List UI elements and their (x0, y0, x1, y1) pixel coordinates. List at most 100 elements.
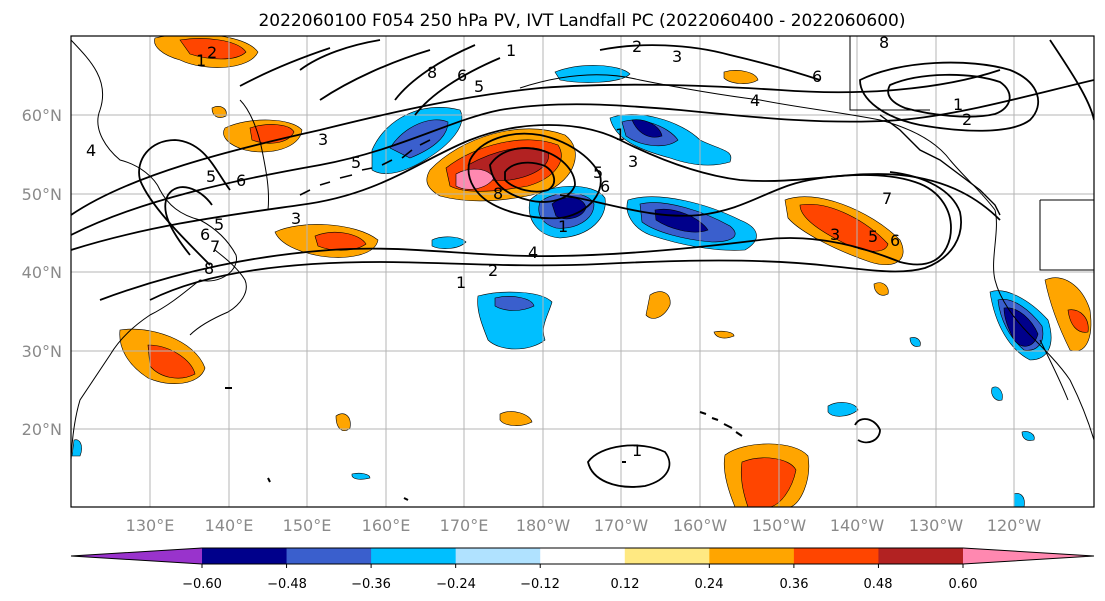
map-frame (70, 35, 1095, 508)
negative-anomaly-core (389, 119, 449, 159)
colorbar-tick-label: −0.24 (436, 577, 476, 592)
positive-anomaly-core (740, 457, 797, 507)
pv-contour-labels: 1 2 2 3 8 6 5 1 6 4 8 1 2 3 4 5 5 6 8 5 (86, 33, 972, 460)
positive-anomaly-core (147, 344, 196, 379)
contour-label: 3 (291, 209, 301, 228)
contour-label: 1 (506, 41, 516, 60)
contour-label: 5 (868, 227, 878, 246)
negative-anomaly-small (991, 386, 1003, 401)
colorbar-tick-label: 0.60 (949, 577, 978, 592)
pv-contour (71, 124, 1001, 251)
colorbar-extend-low (71, 548, 202, 564)
latitude-labels: 60°N 50°N 40°N 30°N 20°N (22, 106, 62, 439)
colorbar-tick-label: 0.12 (611, 577, 640, 592)
colorbar-segment (286, 548, 372, 564)
contour-label: 5 (206, 167, 216, 186)
colorbar-ticks (201, 564, 964, 568)
colorbar-segment (202, 548, 288, 564)
negative-anomaly-region (554, 65, 631, 83)
negative-anomaly-small (827, 402, 859, 417)
longitude-labels: 130°E 140°E 150°E 160°E 170°E 180°W 170°… (126, 516, 1042, 535)
colorbar-segment (371, 548, 457, 564)
colorbar-segments (71, 548, 1094, 564)
pv-contour (394, 44, 501, 116)
contour-label: 8 (879, 33, 889, 52)
alaska-coastline (519, 74, 996, 211)
negative-anomaly-max (1003, 307, 1039, 347)
positive-anomaly-small (723, 70, 759, 84)
contour-label: 8 (204, 259, 214, 278)
negative-anomaly-small (1021, 431, 1035, 441)
pv-contour (71, 79, 1094, 236)
lon-label: 130°W (909, 516, 964, 535)
colorbar-segment (793, 548, 879, 564)
lat-label: 50°N (22, 185, 62, 204)
colorbar-tick-label: −0.36 (351, 577, 391, 592)
coastlines (71, 36, 1094, 501)
negative-anomaly-small (431, 236, 467, 249)
lon-label: 160°W (673, 516, 728, 535)
pv-contour (99, 174, 952, 301)
aleutian-islands (299, 139, 431, 196)
contour-label: 1 (456, 273, 466, 292)
colorbar-tick-label: −0.48 (267, 577, 307, 592)
negative-anomaly-small (1013, 493, 1025, 507)
contour-label: 6 (890, 231, 900, 250)
pv-contour (71, 69, 1001, 216)
contour-label: 2 (207, 43, 217, 62)
contour-label: 8 (493, 184, 503, 203)
colorbar-tick-label: −0.60 (182, 577, 222, 592)
baja-peninsula (1039, 339, 1069, 401)
contour-label: 2 (632, 37, 642, 56)
kamchatka-coastline (239, 99, 269, 211)
contour-label: 5 (214, 215, 224, 234)
map-area: 1 2 2 3 8 6 5 1 6 4 8 1 2 3 4 5 5 6 8 5 (70, 33, 1095, 508)
pacific-islands (225, 387, 626, 501)
positive-anomaly-small (499, 411, 533, 426)
positive-anomaly-small (335, 413, 351, 431)
contour-label: 4 (750, 91, 760, 110)
pv-contour (1049, 39, 1094, 121)
lon-label: 140°W (830, 516, 885, 535)
negative-anomaly-small (71, 439, 82, 457)
contour-label: 6 (600, 177, 610, 196)
lat-label: 40°N (22, 263, 62, 282)
contour-label: 6 (200, 225, 210, 244)
pv-contour (854, 418, 881, 444)
lat-label: 30°N (22, 342, 62, 361)
contour-label: 1 (632, 441, 642, 460)
lat-label: 60°N (22, 106, 62, 125)
contour-label: 6 (457, 66, 467, 85)
contour-label: 6 (236, 171, 246, 190)
negative-anomaly-small (909, 337, 921, 347)
border-line (849, 36, 1094, 271)
pv-contour (138, 139, 231, 266)
positive-anomaly-region (1044, 277, 1092, 352)
pv-contour (489, 147, 576, 203)
colorbar-tick-labels: −0.60 −0.48 −0.36 −0.24 −0.12 0.12 0.24 … (182, 577, 977, 592)
contour-label: 2 (488, 261, 498, 280)
colorbar: −0.60 −0.48 −0.36 −0.24 −0.12 0.12 0.24 … (70, 547, 1095, 592)
contour-label: 1 (615, 125, 625, 144)
positive-anomaly-core (799, 203, 889, 252)
contour-label: 1 (953, 95, 963, 114)
gulf-of-alaska-islands (879, 114, 1001, 216)
map-title: 2022060100 F054 250 hPa PV, IVT Landfall… (258, 11, 905, 31)
contour-label: 8 (427, 63, 437, 82)
positive-anomaly-small (645, 291, 671, 319)
colorbar-extend-high (963, 548, 1094, 564)
contour-label: 6 (812, 67, 822, 86)
lon-label: 150°W (752, 516, 807, 535)
pv-contour (467, 132, 602, 220)
lon-label: 120°W (987, 516, 1042, 535)
pv-contour (587, 444, 671, 488)
pv-contour (239, 39, 431, 101)
contour-label: 7 (882, 189, 892, 208)
negative-anomaly-max (631, 119, 663, 138)
lon-label: 180°W (516, 516, 571, 535)
pv-contour (599, 44, 821, 81)
colorbar-tick-label: 0.36 (780, 577, 809, 592)
pv-contour (859, 61, 1040, 132)
positive-anomaly-core (314, 232, 367, 251)
colorbar-segment (540, 548, 626, 564)
